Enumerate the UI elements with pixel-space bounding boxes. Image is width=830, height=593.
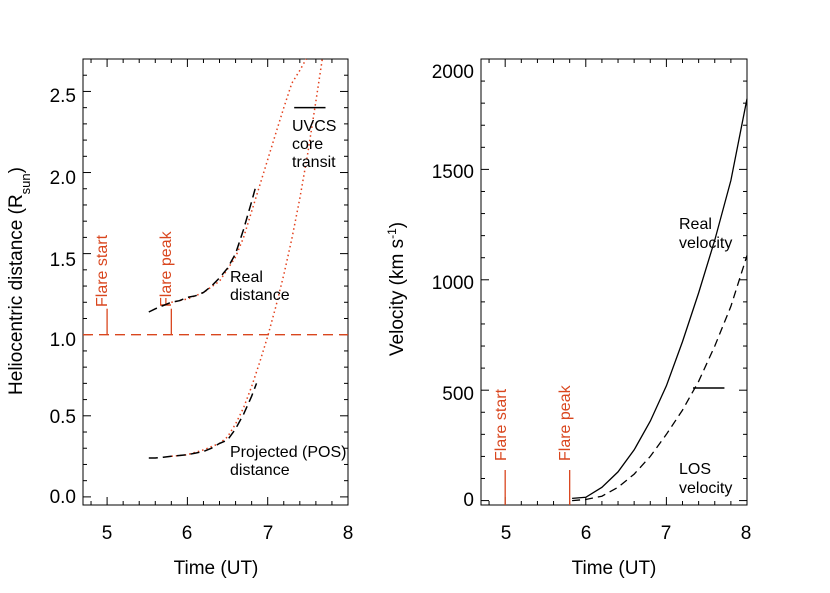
flare-peak-label: Flare peak <box>557 384 574 461</box>
velocity-y-tick-label: 0 <box>463 490 474 511</box>
distance-x-axis-title: Time (UT) <box>174 558 259 579</box>
distance-panel: 5 6 7 8 0.0 0.5 1.0 1.5 2.0 2.5 Time (UT… <box>6 58 354 579</box>
velocity-y-tick-label: 1000 <box>432 273 474 294</box>
distance-plot-frame <box>82 58 349 506</box>
projected-distance-label-line2: distance <box>230 462 290 479</box>
velocity-x-tick-label: 7 <box>661 523 672 544</box>
velocity-plot-frame <box>480 58 748 506</box>
velocity-x-tick-label: 8 <box>741 523 752 544</box>
velocity-y-tick-label: 500 <box>442 384 474 405</box>
velocity-x-axis-title: Time (UT) <box>572 558 657 579</box>
uvcs-label-line3: transit <box>292 154 336 171</box>
flare-start-label: Flare start <box>94 234 111 307</box>
velocity-y-axis-title-close: ) <box>387 222 408 228</box>
flare-peak-marker: Flare peak <box>158 230 175 335</box>
velocity-x-tick-label: 6 <box>581 523 592 544</box>
los-velocity-label-line2: velocity <box>679 480 732 497</box>
distance-x-tick-label: 5 <box>102 523 113 544</box>
velocity-y-axis-title: Velocity (km s-1) <box>385 222 408 356</box>
uvcs-label-line1: UVCS <box>292 118 336 135</box>
uvcs-label-line2: core <box>292 136 323 153</box>
distance-y-axis-title-close: ) <box>6 167 27 173</box>
velocity-x-tick-label: 5 <box>501 523 512 544</box>
real-velocity-label-line2: velocity <box>679 235 732 252</box>
distance-y-tick-label: 2.0 <box>50 168 76 189</box>
distance-y-axis-title: Heliocentric distance (Rsun) <box>6 167 33 395</box>
distance-y-axis-title-subscript: sun <box>18 173 33 194</box>
los-velocity-curve <box>572 255 748 502</box>
flare-peak-label: Flare peak <box>158 230 175 307</box>
distance-y-tick-label: 2.5 <box>50 86 76 107</box>
real-velocity-label-line1: Real <box>679 216 712 233</box>
projected-distance-curve <box>148 383 258 459</box>
flare-peak-marker: Flare peak <box>557 384 574 505</box>
velocity-axis-ticks <box>481 58 748 505</box>
real-velocity-curve <box>572 98 748 500</box>
distance-y-tick-label: 1.5 <box>50 250 76 271</box>
flare-start-marker: Flare start <box>493 388 510 505</box>
real-distance-extrapolation-curve <box>171 58 307 304</box>
velocity-y-axis-title-main: Velocity (km s <box>387 239 408 356</box>
velocity-y-tick-label: 1500 <box>432 162 474 183</box>
projected-distance-label-line1: Projected (POS) <box>230 444 346 461</box>
distance-x-tick-label: 8 <box>343 523 354 544</box>
flare-start-marker: Flare start <box>94 234 111 335</box>
real-distance-label-line1: Real <box>230 269 263 286</box>
distance-y-tick-label: 0.0 <box>50 487 76 508</box>
distance-y-tick-label: 1.0 <box>50 330 76 351</box>
velocity-y-axis-title-superscript: -1 <box>385 228 399 239</box>
distance-y-tick-label: 0.5 <box>50 407 76 428</box>
distance-y-axis-title-main: Heliocentric distance (R <box>6 194 27 395</box>
distance-x-tick-label: 7 <box>263 523 274 544</box>
distance-axis-ticks <box>83 58 349 505</box>
distance-x-tick-label: 6 <box>182 523 193 544</box>
velocity-y-tick-label: 2000 <box>432 62 474 83</box>
velocity-panel: 5 6 7 8 0 500 1000 1500 2000 Time (UT) V… <box>385 58 752 579</box>
real-distance-curve <box>148 183 258 313</box>
los-velocity-label-line1: LOS <box>679 461 711 478</box>
flare-start-label: Flare start <box>493 388 510 461</box>
real-distance-label-line2: distance <box>230 287 290 304</box>
